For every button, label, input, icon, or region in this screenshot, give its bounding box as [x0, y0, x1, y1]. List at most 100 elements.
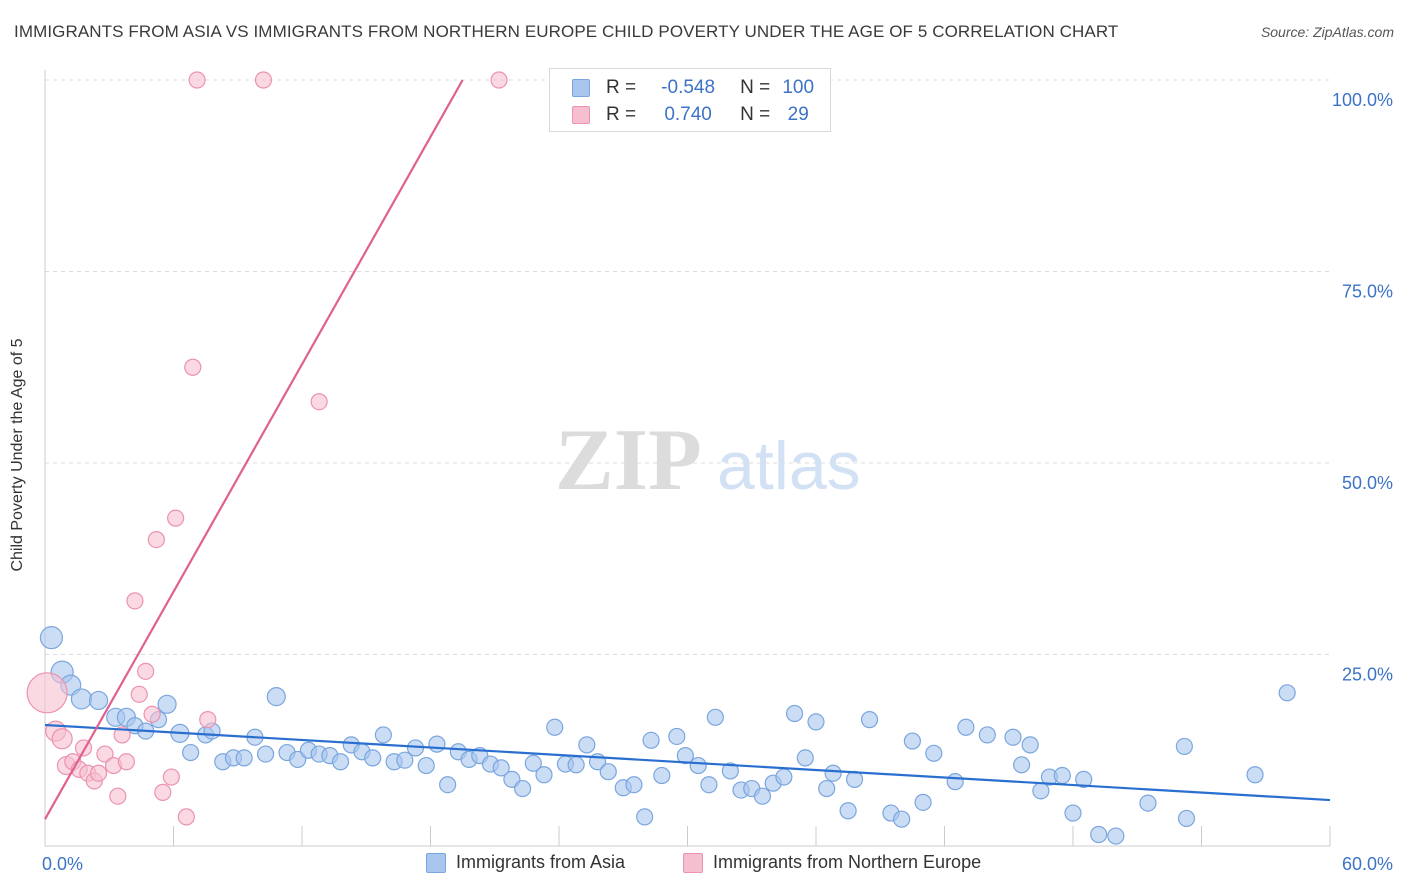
data-point: [130, 685, 148, 703]
data-point: [513, 779, 532, 798]
data-point: [235, 749, 253, 767]
legend-row-asia: R = -0.548 N = 100: [572, 77, 826, 99]
data-point: [1175, 737, 1193, 756]
data-point: [1246, 766, 1264, 784]
bottom-legend-swatch-northern-europe: [683, 852, 703, 873]
data-point: [1177, 809, 1196, 828]
data-point: [492, 759, 510, 777]
data-point: [96, 745, 114, 763]
legend-n-label: N =: [740, 77, 771, 98]
data-point: [162, 768, 180, 786]
data-point: [775, 768, 793, 786]
data-point: [893, 810, 911, 828]
data-point: [946, 773, 964, 791]
trend-line-northern-europe: [44, 79, 464, 820]
legend-r-label: R =: [606, 104, 637, 125]
data-point: [51, 728, 73, 750]
data-point: [1053, 766, 1071, 785]
y-axis-label: Child Poverty Under the Age of 5: [9, 338, 26, 572]
data-point: [70, 688, 93, 710]
data-point: [653, 766, 671, 785]
data-point: [546, 718, 564, 736]
source-label: Source: ZipAtlas.com: [1260, 24, 1394, 40]
data-point: [184, 358, 202, 376]
bottom-legend-asia: Immigrants from Asia: [426, 852, 625, 873]
data-point: [417, 756, 435, 775]
data-point: [254, 71, 273, 89]
data-point: [957, 718, 975, 736]
legend-n-value-northern-europe: 29: [787, 104, 809, 125]
data-point: [676, 747, 694, 765]
data-point: [147, 530, 165, 549]
correlation-legend: R = -0.548 N = 100 R = 0.740 N = 29: [549, 68, 831, 132]
series-asia-points: [39, 626, 1296, 845]
data-point: [903, 732, 921, 750]
data-point: [177, 808, 195, 826]
y-tick-label: 75.0%: [1342, 282, 1393, 302]
legend-swatch-asia: [572, 79, 590, 97]
data-point: [364, 749, 382, 767]
data-point: [636, 808, 654, 826]
grid-lines: [45, 79, 1330, 655]
x-tick-label: 60.0%: [1342, 854, 1393, 874]
trend-line-asia: [44, 723, 1331, 802]
data-point: [700, 776, 718, 794]
data-point: [157, 694, 177, 714]
data-point: [642, 731, 660, 749]
data-point: [1075, 770, 1093, 788]
data-point: [256, 745, 275, 763]
data-point: [818, 779, 836, 798]
watermark-zip: ZIP: [555, 412, 702, 509]
data-point: [839, 802, 857, 820]
data-point: [310, 393, 328, 411]
data-point: [599, 763, 617, 781]
axes: [44, 70, 1331, 847]
data-point: [188, 71, 206, 89]
data-point: [490, 71, 508, 89]
data-point: [978, 726, 996, 744]
legend-n-value-asia: 100: [782, 77, 815, 98]
data-point: [266, 687, 286, 707]
data-point: [914, 793, 932, 811]
data-point: [1032, 782, 1050, 800]
data-point: [524, 754, 542, 772]
data-point: [26, 672, 68, 714]
data-point: [535, 766, 553, 784]
data-point: [88, 690, 109, 711]
data-point: [1090, 825, 1108, 844]
data-point: [199, 711, 217, 729]
data-point: [625, 776, 643, 794]
data-point: [89, 764, 108, 782]
data-point: [143, 705, 161, 723]
data-point: [706, 708, 724, 726]
legend-n-label: N =: [740, 104, 771, 125]
data-point: [807, 713, 825, 731]
chart-title: IMMIGRANTS FROM ASIA VS IMMIGRANTS FROM …: [14, 22, 1119, 41]
data-point: [113, 726, 131, 744]
data-point: [1107, 827, 1125, 845]
data-point: [167, 509, 185, 527]
data-point: [785, 704, 804, 723]
data-point: [182, 743, 200, 762]
data-point: [753, 787, 772, 805]
data-point: [1139, 794, 1157, 812]
data-point: [925, 744, 943, 762]
data-point: [796, 749, 814, 767]
data-point: [154, 783, 172, 801]
data-point: [39, 626, 64, 650]
data-point: [824, 764, 842, 782]
trend-lines: [44, 79, 1331, 820]
data-point: [721, 762, 739, 780]
data-point: [1278, 684, 1296, 702]
data-point: [668, 727, 686, 746]
x-tick-label: 0.0%: [42, 854, 83, 874]
data-point: [1004, 728, 1022, 746]
legend-r-value-asia: -0.548: [661, 77, 716, 98]
legend-row-northern-europe: R = 0.740 N = 29: [572, 104, 826, 126]
data-point: [126, 592, 144, 610]
watermark-atlas: atlas: [717, 428, 861, 504]
series-northern-europe-points: [26, 71, 508, 826]
bottom-legend-swatch-asia: [426, 852, 446, 873]
data-point: [428, 735, 446, 753]
